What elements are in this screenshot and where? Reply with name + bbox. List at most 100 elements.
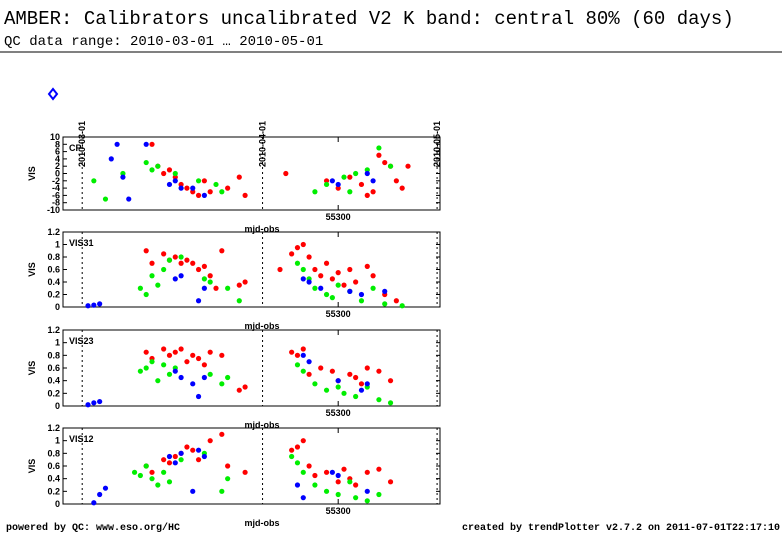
- y-tick-label: 0.6: [47, 265, 60, 275]
- data-point: [323, 488, 330, 494]
- data-point: [335, 270, 341, 276]
- data-point: [219, 488, 225, 494]
- data-point: [172, 276, 178, 282]
- data-point: [306, 254, 312, 260]
- x-tick-label: 55300: [326, 506, 351, 516]
- y-tick-label: -8: [52, 198, 60, 208]
- data-point: [97, 398, 103, 405]
- data-point: [201, 178, 207, 184]
- data-point: [166, 181, 173, 188]
- data-point: [300, 495, 306, 501]
- data-point: [225, 476, 231, 482]
- data-point: [323, 178, 330, 184]
- data-point: [102, 196, 109, 202]
- data-point: [341, 282, 347, 288]
- data-point: [364, 192, 370, 198]
- data-point: [207, 349, 213, 355]
- data-point: [382, 301, 388, 307]
- data-point: [207, 438, 213, 444]
- y-tick-label: 0: [55, 169, 60, 179]
- data-point: [347, 266, 353, 273]
- data-point: [376, 152, 382, 158]
- data-point: [364, 488, 370, 494]
- x-axis-label: mjd-obs: [245, 224, 280, 234]
- data-point: [323, 387, 330, 393]
- data-point: [126, 196, 132, 202]
- data-point: [323, 469, 330, 475]
- data-point: [370, 285, 376, 291]
- data-point: [399, 185, 405, 191]
- data-point: [201, 362, 207, 368]
- data-point: [242, 192, 248, 198]
- data-point: [318, 273, 324, 279]
- data-point: [358, 291, 365, 298]
- data-point: [382, 159, 388, 166]
- data-point: [149, 359, 155, 365]
- data-point: [172, 254, 178, 260]
- data-point: [155, 378, 161, 384]
- y-tick-label: 1.2: [47, 423, 60, 433]
- data-point: [219, 431, 225, 437]
- data-point: [323, 260, 330, 266]
- data-point: [289, 251, 295, 257]
- data-point: [358, 181, 365, 188]
- data-point: [166, 352, 173, 358]
- data-point: [143, 159, 149, 166]
- data-point: [178, 260, 184, 266]
- data-point: [341, 466, 347, 472]
- data-point: [335, 479, 341, 485]
- footer-left: powered by QC: www.eso.org/HC: [6, 522, 180, 534]
- data-point: [161, 170, 167, 177]
- data-point: [172, 368, 178, 374]
- data-point: [294, 482, 301, 488]
- data-point: [166, 167, 173, 173]
- data-point: [329, 469, 335, 475]
- data-point: [85, 303, 91, 309]
- data-point: [312, 189, 318, 195]
- data-point: [143, 349, 149, 355]
- y-tick-label: 0.2: [47, 290, 60, 300]
- data-point: [207, 279, 213, 285]
- data-point: [131, 469, 138, 475]
- data-point: [242, 279, 248, 285]
- data-point: [178, 185, 184, 191]
- data-point: [149, 469, 155, 475]
- data-point: [236, 298, 242, 304]
- data-point: [184, 444, 190, 450]
- y-tick-label: 0.8: [47, 252, 60, 262]
- data-point: [376, 466, 382, 472]
- data-point: [300, 352, 306, 358]
- data-point: [318, 365, 324, 371]
- data-point: [347, 189, 353, 195]
- y-tick-label: 0.2: [47, 388, 60, 398]
- data-point: [364, 167, 370, 173]
- data-point: [155, 482, 161, 488]
- data-point: [236, 282, 242, 288]
- data-point: [335, 181, 341, 188]
- y-tick-label: 0.6: [47, 363, 60, 373]
- data-point: [300, 368, 306, 374]
- data-point: [149, 141, 155, 147]
- data-point: [323, 291, 330, 298]
- plot-frame: [62, 329, 441, 407]
- data-point: [195, 447, 202, 453]
- data-point: [364, 469, 370, 475]
- data-point: [341, 390, 347, 396]
- y-tick-label: 0.6: [47, 461, 60, 471]
- data-point: [143, 291, 149, 298]
- data-point: [393, 178, 399, 184]
- data-point: [300, 438, 306, 444]
- data-point: [161, 266, 167, 273]
- y-tick-label: -4: [52, 183, 60, 193]
- data-point: [195, 178, 202, 184]
- y-tick-label: 0: [55, 499, 60, 509]
- data-point: [195, 457, 202, 463]
- data-point: [137, 368, 143, 374]
- data-point: [149, 476, 155, 482]
- data-point: [306, 359, 312, 365]
- data-point: [195, 298, 202, 304]
- data-point: [329, 295, 335, 301]
- data-point: [219, 352, 225, 358]
- data-point: [294, 260, 301, 266]
- data-point: [195, 355, 202, 362]
